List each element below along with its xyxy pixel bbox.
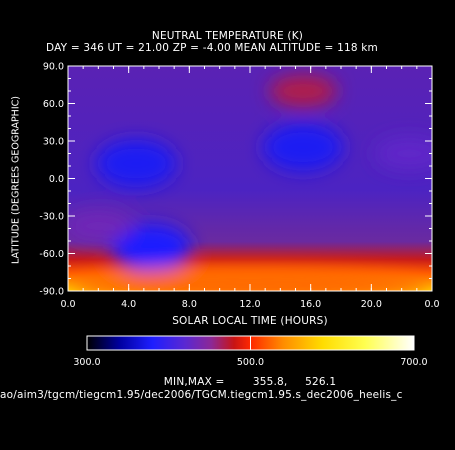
- x-tick-label: 8.0: [182, 299, 197, 310]
- temperature-feature-cold: [111, 223, 192, 272]
- chart-subtitle: DAY = 346 UT = 21.00 ZP = -4.00 MEAN ALT…: [46, 42, 378, 54]
- temperature-feature-hot: [70, 266, 430, 291]
- colorbar-tick-label: 300.0: [73, 357, 100, 368]
- chart-title: NEUTRAL TEMPERATURE (K): [151, 30, 304, 42]
- x-tick-label: 12.0: [239, 299, 260, 310]
- temperature-feature-cold: [263, 123, 344, 172]
- max-value: 526.1: [305, 376, 337, 388]
- temperature-feature-cold: [96, 139, 177, 188]
- x-tick-label: 20.0: [361, 299, 382, 310]
- heatmap-plot: [68, 66, 432, 291]
- x-axis-label: SOLAR LOCAL TIME (HOURS): [172, 315, 328, 327]
- colorbar-tick-label: 500.0: [237, 357, 264, 368]
- y-tick-label: 60.0: [43, 99, 64, 110]
- temperature-feature-warm: [269, 75, 338, 107]
- temperature-feature-warm: [375, 137, 432, 170]
- colorbar: 300.0 500.0 700.0: [73, 335, 428, 368]
- min-value: 355.8,: [252, 376, 288, 388]
- temperature-feature-warm: [68, 210, 133, 242]
- x-tick-label: 4.0: [121, 299, 136, 310]
- x-tick-label: 0.0: [60, 299, 75, 310]
- min-max-label: MIN,MAX =: [163, 376, 225, 388]
- y-tick-label: -30.0: [39, 212, 64, 223]
- x-tick-label: 16.0: [300, 299, 321, 310]
- y-tick-label: 30.0: [43, 137, 64, 148]
- x-tick-label: 0.0: [424, 299, 439, 310]
- y-tick-label: 90.0: [43, 62, 64, 73]
- y-tick-label: 0.0: [49, 174, 64, 185]
- min-max-readout: MIN,MAX = 355.8, 526.1: [0, 376, 455, 388]
- footer-file-path: ao/aim3/tgcm/tiegcm1.95/dec2006/TGCM.tie…: [0, 389, 403, 401]
- y-tick-label: -60.0: [39, 249, 64, 260]
- colorbar-tick-label: 700.0: [400, 357, 427, 368]
- y-axis-label: LATITUDE (DEGREES GEOGRAPHIC): [10, 96, 22, 264]
- y-tick-label: -90.0: [39, 287, 64, 298]
